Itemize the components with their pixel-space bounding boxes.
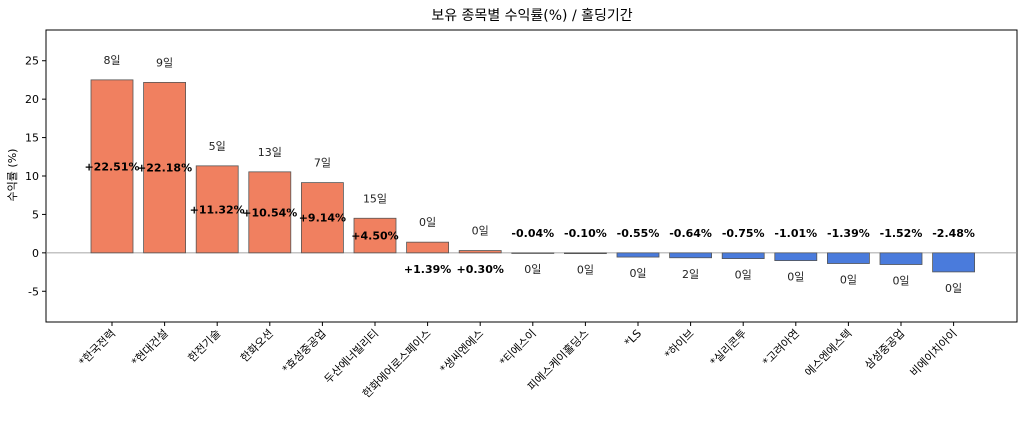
holding-days-label: 0일	[524, 262, 541, 276]
plot-area: -5 0 5 10 15 20 25 +22.51% 8일 *한국전력 +22.18% 9일 *현대건설…	[25, 29, 1018, 401]
y-tick-label: -5	[28, 285, 39, 298]
holding-days-label: 2일	[682, 267, 699, 281]
plot-frame	[45, 29, 1018, 323]
bar	[879, 252, 923, 265]
y-tick-label: 15	[25, 132, 39, 145]
holding-days-label: 5일	[209, 139, 226, 153]
bar	[774, 252, 818, 262]
x-category-label: 비에이치아이	[908, 327, 960, 379]
value-label: -1.01%	[774, 227, 817, 240]
bar	[248, 171, 292, 254]
value-label: +22.51%	[84, 160, 139, 173]
bar	[827, 252, 870, 264]
holding-days-label: 0일	[840, 273, 857, 287]
x-category-label: *고려아연	[760, 327, 802, 369]
y-tick-label: 25	[25, 55, 39, 68]
bar	[932, 252, 975, 273]
holding-days-label: 0일	[735, 268, 752, 282]
x-category-label: *LS	[622, 327, 644, 349]
bar	[721, 252, 765, 260]
y-tick-label: 5	[32, 208, 39, 221]
holding-days-label: 15일	[363, 191, 387, 205]
bar	[511, 252, 555, 254]
x-category-label: 에스엔에스텍	[802, 327, 854, 379]
y-tick-label: 0	[32, 247, 39, 260]
holding-days-label: 13일	[258, 145, 282, 159]
bar	[616, 252, 660, 258]
value-label: -1.52%	[880, 227, 923, 240]
holding-days-label: 0일	[472, 224, 489, 238]
x-category-label: *하이브	[661, 326, 696, 361]
holding-days-label: 8일	[103, 53, 120, 67]
y-tick-label: 10	[25, 170, 39, 183]
value-label: -0.04%	[511, 227, 554, 240]
value-label: +11.32%	[190, 203, 245, 216]
value-label: -0.75%	[722, 227, 765, 240]
x-category-label: 두산에너빌리티	[322, 327, 381, 386]
value-label: +0.30%	[457, 263, 504, 276]
bar	[195, 165, 239, 254]
bar	[143, 82, 187, 254]
value-label: -0.64%	[669, 227, 712, 240]
x-category-label: *생씨엔에스	[437, 327, 486, 376]
bar	[458, 250, 502, 254]
bar	[353, 217, 397, 254]
bar	[90, 79, 134, 254]
holding-days-label: 9일	[156, 55, 173, 69]
holding-days-label: 0일	[419, 215, 436, 229]
x-category-label: 한화오션	[238, 327, 276, 365]
x-category-label: *실리콘투	[708, 327, 750, 369]
holding-days-label: 0일	[892, 274, 909, 288]
bar	[406, 241, 450, 254]
x-category-label: 삼성중공업	[862, 327, 907, 372]
holding-days-label: 0일	[577, 263, 594, 277]
value-label: +9.14%	[299, 212, 346, 225]
value-label: +4.50%	[351, 230, 398, 243]
y-axis-label: 수익률 (%)	[6, 149, 19, 202]
value-label: -2.48%	[932, 227, 975, 240]
bar	[300, 182, 344, 254]
holding-days-label: 7일	[314, 156, 331, 170]
bar	[564, 252, 607, 255]
value-label: -0.55%	[617, 227, 660, 240]
value-label: +22.18%	[137, 162, 192, 175]
x-category-label: 한전기술	[186, 327, 224, 365]
holding-days-label: 0일	[629, 266, 646, 280]
x-category-label: *현대건설	[129, 327, 171, 369]
holding-days-label: 0일	[787, 270, 804, 284]
chart-title: 보유 종목별 수익률(%) / 홀딩기간	[431, 8, 632, 24]
x-category-label: *한국전력	[76, 327, 118, 369]
x-category-label: *티에스이	[497, 327, 539, 369]
bar	[669, 252, 712, 259]
value-label: -0.10%	[564, 227, 607, 240]
holding-days-label: 0일	[945, 281, 962, 295]
value-label: -1.39%	[827, 227, 870, 240]
x-category-label: *효성중공업	[280, 327, 329, 376]
y-tick-label: 20	[25, 93, 39, 106]
value-label: +1.39%	[404, 263, 451, 276]
value-label: +10.54%	[242, 206, 297, 219]
